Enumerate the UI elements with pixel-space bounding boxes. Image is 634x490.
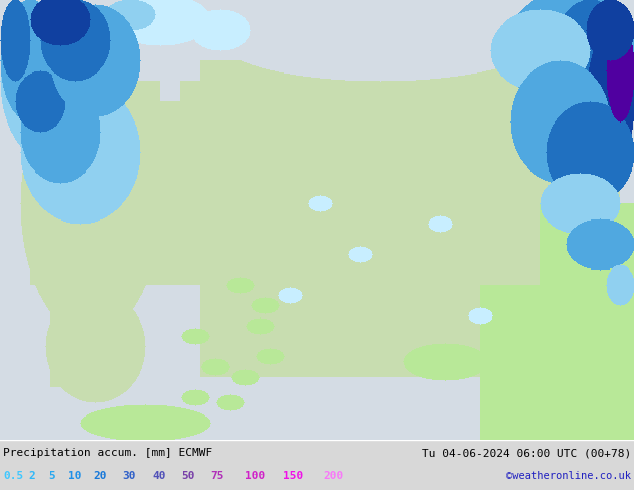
- Text: 75: 75: [210, 471, 224, 481]
- Text: 200: 200: [323, 471, 343, 481]
- Text: 100: 100: [245, 471, 265, 481]
- Text: 5: 5: [48, 471, 55, 481]
- Text: 20: 20: [93, 471, 107, 481]
- Text: 30: 30: [122, 471, 136, 481]
- Text: 150: 150: [283, 471, 303, 481]
- Text: 40: 40: [152, 471, 165, 481]
- Text: 10: 10: [68, 471, 82, 481]
- Text: Precipitation accum. [mm] ECMWF: Precipitation accum. [mm] ECMWF: [3, 448, 212, 458]
- Text: 2: 2: [28, 471, 35, 481]
- Text: ©weatheronline.co.uk: ©weatheronline.co.uk: [506, 471, 631, 481]
- Text: 0.5: 0.5: [3, 471, 23, 481]
- Text: 50: 50: [181, 471, 195, 481]
- Text: Tu 04-06-2024 06:00 UTC (00+78): Tu 04-06-2024 06:00 UTC (00+78): [422, 448, 631, 458]
